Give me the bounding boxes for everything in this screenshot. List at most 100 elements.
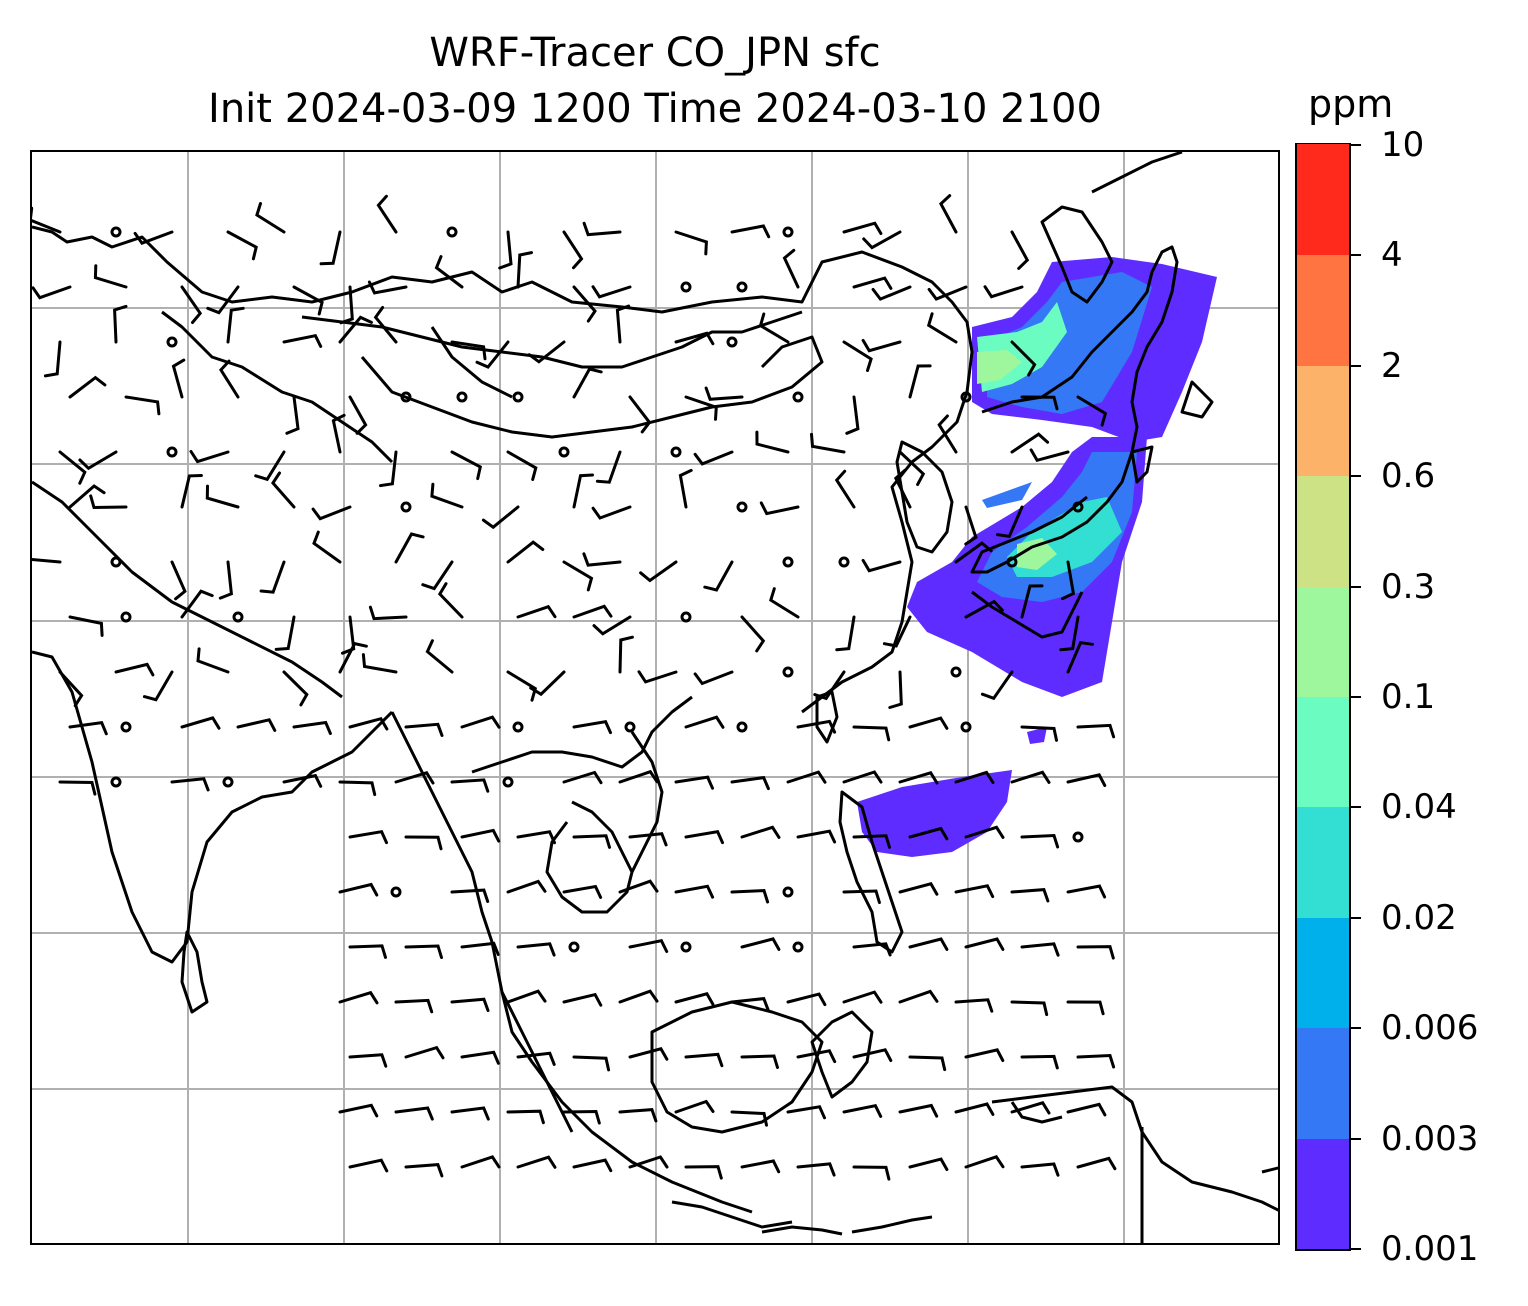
wind-barb xyxy=(861,558,902,573)
wind-barb xyxy=(506,1109,545,1125)
wind-barb xyxy=(430,482,464,509)
wind-barb xyxy=(450,778,490,793)
wind-barb xyxy=(954,770,995,784)
wind-barb xyxy=(516,251,533,289)
wind-barb xyxy=(1066,773,1107,787)
wind-barb xyxy=(582,221,622,237)
wind-barb xyxy=(282,334,323,348)
wind-barb xyxy=(898,1103,939,1118)
wind-barb xyxy=(170,560,187,601)
wind-barb xyxy=(852,1048,893,1062)
wind-barb xyxy=(628,1047,669,1061)
wind-barb xyxy=(1066,640,1094,674)
wind-barb xyxy=(226,230,258,261)
wind-barb xyxy=(1010,432,1050,454)
wind-barb xyxy=(460,1155,501,1169)
calm-wind-marker xyxy=(568,941,580,953)
wind-barb xyxy=(898,450,926,486)
wind-barb xyxy=(460,941,500,956)
wind-barb xyxy=(367,280,408,295)
wind-barb xyxy=(730,775,770,791)
wind-barb xyxy=(786,1105,826,1120)
wind-barb xyxy=(796,829,837,844)
wind-barb xyxy=(1020,1054,1059,1070)
wind-barb xyxy=(730,224,771,239)
wind-barb xyxy=(572,1158,613,1173)
wind-barb xyxy=(1066,884,1107,899)
wind-barb xyxy=(796,719,837,734)
wind-barb xyxy=(68,484,106,509)
colorbar-segment xyxy=(1297,365,1349,477)
colorbar-tick-label: 0.04 xyxy=(1381,787,1457,828)
colorbar-tick xyxy=(1351,1248,1361,1250)
wind-barb xyxy=(1076,723,1116,739)
colorbar-segment xyxy=(1297,144,1349,256)
coastlines xyxy=(32,152,1278,1243)
wind-barb xyxy=(312,530,342,564)
wind-barb xyxy=(319,230,342,266)
wind-barb xyxy=(450,888,490,903)
wind-barb xyxy=(842,770,883,784)
wind-barb xyxy=(1010,230,1030,270)
wind-barb xyxy=(1020,395,1059,411)
wind-barb xyxy=(255,202,286,234)
wind-barb xyxy=(674,1099,715,1114)
plume-north-peak xyxy=(977,350,1022,384)
colorbar-tick xyxy=(1351,364,1361,367)
wind-barb xyxy=(32,557,62,564)
wind-barb xyxy=(506,450,538,481)
wind-barb xyxy=(730,996,770,1012)
wind-barb xyxy=(292,720,332,735)
wind-barb xyxy=(379,450,398,488)
wind-barb xyxy=(591,285,632,299)
colorbar-segment xyxy=(1297,806,1349,918)
plume-small xyxy=(1027,727,1047,744)
calm-wind-marker xyxy=(680,941,692,953)
wind-barb xyxy=(684,830,724,845)
wind-barb xyxy=(1066,1000,1105,1016)
wind-barb xyxy=(562,1109,601,1125)
wind-barb xyxy=(475,340,510,369)
colorbar-segment xyxy=(1297,475,1349,587)
wind-barb xyxy=(170,777,210,792)
calm-wind-marker xyxy=(1072,501,1084,513)
wind-barb xyxy=(572,720,612,735)
wind-barb xyxy=(516,1051,556,1066)
calm-wind-marker xyxy=(110,776,122,788)
colorbar-tick xyxy=(1351,806,1361,809)
wind-barb xyxy=(124,395,161,416)
colorbar-tick xyxy=(1351,916,1361,919)
wind-barb xyxy=(637,670,678,684)
wind-barb xyxy=(529,670,566,697)
wind-barb xyxy=(684,1052,724,1068)
wind-barb xyxy=(674,775,714,790)
wind-barb xyxy=(341,615,356,655)
wind-barb xyxy=(898,989,939,1004)
wind-barb xyxy=(114,662,155,677)
wind-barb xyxy=(450,997,490,1012)
wind-barb xyxy=(373,306,398,344)
wind-barb xyxy=(259,560,286,594)
wind-barb xyxy=(861,338,902,353)
wind-barb xyxy=(562,230,584,270)
wind-barb xyxy=(674,992,715,1006)
wind-barb xyxy=(908,716,949,730)
wind-barb xyxy=(516,830,556,845)
wind-barb xyxy=(796,1049,837,1064)
wind-barb xyxy=(964,825,1005,839)
wind-barb xyxy=(292,285,324,316)
wind-barb xyxy=(628,395,652,434)
wind-barb xyxy=(376,194,398,234)
wind-barb xyxy=(562,992,603,1007)
wind-barb xyxy=(338,641,368,674)
wind-barb xyxy=(516,942,556,957)
wind-barb xyxy=(113,304,128,344)
wind-barb xyxy=(58,670,84,708)
colorbar-unit-label: ppm xyxy=(1308,82,1394,126)
wind-barb xyxy=(628,939,669,953)
wind-barb xyxy=(842,221,883,235)
wind-barb xyxy=(348,716,389,731)
wind-barb xyxy=(404,835,443,851)
colorbar-tick xyxy=(1351,1137,1361,1140)
wind-barb xyxy=(964,505,978,546)
